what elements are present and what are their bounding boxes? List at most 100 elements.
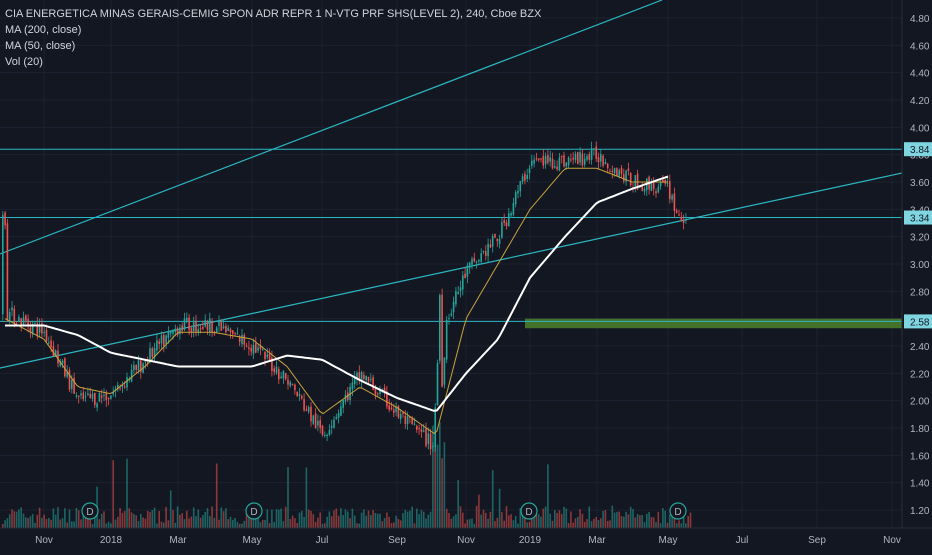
- volume-bar: [11, 509, 13, 528]
- volume-bar: [680, 523, 683, 528]
- volume-bar: [335, 508, 338, 528]
- volume-bar: [560, 514, 563, 528]
- candle-body: [533, 159, 535, 164]
- candle-body: [296, 391, 298, 397]
- volume-bar: [234, 517, 236, 528]
- volume-bar: [565, 508, 568, 528]
- ma50-legend[interactable]: MA (50, close): [5, 40, 76, 52]
- candle-body: [625, 170, 627, 182]
- volume-bar: [365, 515, 367, 528]
- volume-bar: [445, 508, 448, 528]
- volume-bar: [103, 511, 105, 528]
- candle-body: [84, 396, 87, 398]
- volume-bar: [80, 519, 82, 528]
- candle-body: [526, 174, 528, 179]
- volume-bar: [220, 507, 223, 528]
- volume-bar: [218, 519, 220, 528]
- volume-legend[interactable]: Vol (20): [5, 56, 43, 68]
- y-tick-label: 4.20: [910, 96, 930, 107]
- candle-body: [266, 354, 269, 358]
- candle-body: [234, 332, 236, 334]
- candle-body: [618, 170, 620, 177]
- candle-body: [82, 392, 85, 400]
- volume-bar: [606, 521, 609, 528]
- volume-bar: [641, 515, 643, 528]
- candle-body: [409, 416, 411, 418]
- candle-body: [255, 343, 257, 353]
- volume-bar: [358, 523, 361, 528]
- volume-bar: [404, 509, 407, 528]
- candle-body: [330, 425, 333, 428]
- candle-body: [4, 212, 6, 226]
- volume-bar: [340, 508, 342, 528]
- candle-body: [669, 181, 671, 200]
- candle-body: [462, 275, 464, 290]
- candle-body: [563, 155, 565, 167]
- ma200-legend[interactable]: MA (200, close): [5, 24, 82, 36]
- candle-body: [383, 387, 386, 393]
- volume-bar: [390, 523, 393, 528]
- candle-body: [466, 265, 469, 277]
- volume-bar: [370, 515, 372, 528]
- candle-body: [662, 179, 664, 182]
- candle-body: [478, 259, 480, 262]
- volume-bar: [386, 512, 388, 528]
- candle-body: [137, 360, 140, 371]
- volume-bar: [406, 511, 409, 528]
- volume-bar: [342, 515, 344, 528]
- volume-bar: [411, 506, 413, 528]
- volume-bar: [586, 519, 588, 528]
- candle-body: [165, 335, 167, 344]
- volume-bar: [255, 514, 257, 528]
- x-tick-label: 2018: [100, 535, 123, 546]
- volume-bar: [68, 509, 71, 528]
- candle-body: [153, 348, 156, 358]
- candle-body: [342, 400, 344, 408]
- candle-body: [652, 182, 655, 189]
- volume-bar: [163, 522, 165, 528]
- candle-body: [250, 348, 252, 352]
- candle-body: [611, 170, 614, 172]
- candle-body: [544, 156, 547, 165]
- volume-bar: [517, 523, 519, 528]
- dividend-marker: [520, 502, 538, 520]
- volume-bar: [34, 522, 36, 528]
- candle-body: [524, 173, 526, 181]
- volume-bar: [50, 519, 52, 528]
- candle-body: [432, 446, 434, 448]
- candle-body: [146, 362, 149, 364]
- candle-body: [434, 407, 436, 448]
- volume-bar: [294, 518, 296, 528]
- candle-body: [213, 333, 216, 335]
- volume-bar: [301, 510, 303, 528]
- candle-body: [59, 361, 62, 366]
- candle-body: [11, 307, 13, 311]
- dividend-marker: [245, 502, 263, 520]
- volume-bar: [436, 444, 439, 528]
- volume-bar: [126, 458, 128, 528]
- volume-bar: [443, 442, 446, 528]
- candle-body: [459, 287, 462, 291]
- candle-body: [597, 157, 600, 163]
- candle-body: [211, 321, 213, 333]
- candle-body: [144, 361, 147, 363]
- candle-body: [372, 377, 374, 390]
- volume-bar: [248, 512, 250, 528]
- candle-body: [192, 320, 195, 332]
- volume-bar: [542, 508, 545, 528]
- candle-body: [609, 170, 611, 172]
- volume-bar: [8, 514, 11, 528]
- volume-bar: [570, 511, 572, 528]
- candle-body: [204, 320, 206, 327]
- volume-bar: [36, 514, 39, 528]
- candle-body: [222, 326, 225, 329]
- candle-body: [402, 412, 404, 415]
- candle-body: [149, 348, 151, 361]
- candle-body: [641, 185, 643, 191]
- volume-bar: [317, 517, 319, 528]
- volume-bar: [6, 518, 9, 528]
- y-tick-label: 3.60: [910, 178, 930, 189]
- volume-bar: [213, 517, 216, 528]
